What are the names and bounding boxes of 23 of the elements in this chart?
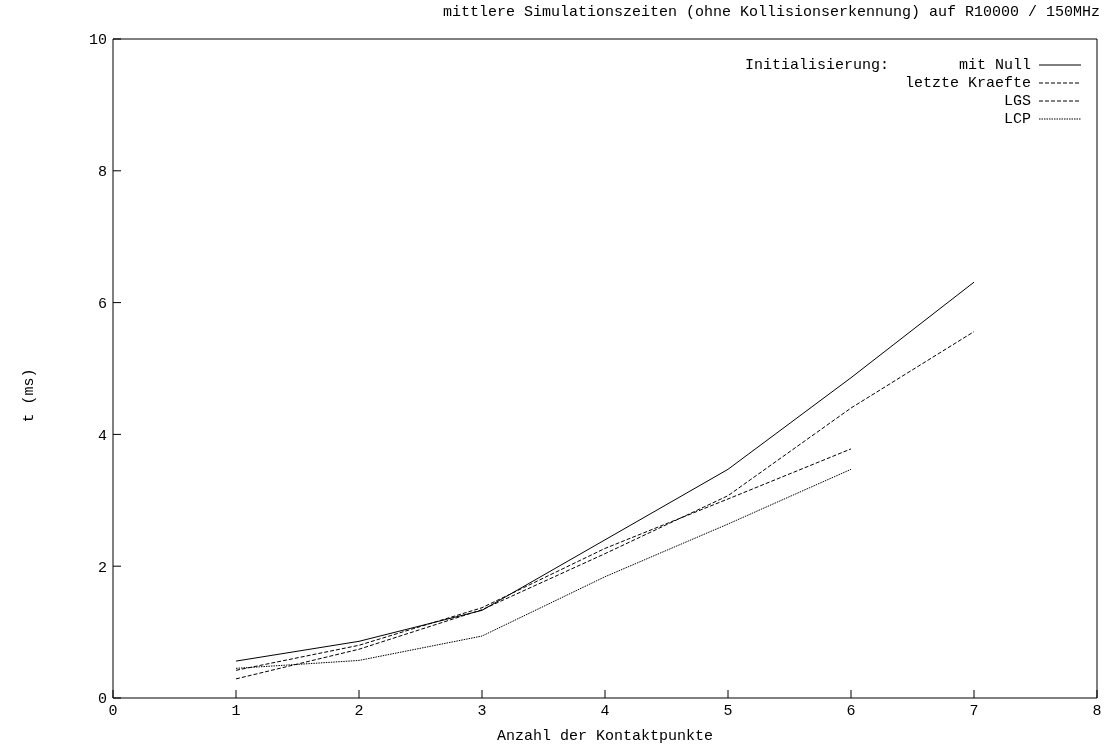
legend-title: Initialisierung: [744, 56, 889, 74]
y-tick-label: 6 [97, 295, 107, 313]
x-tick-label: 6 [846, 702, 856, 720]
chart-title: mittlere Simulationszeiten (ohne Kollisionserkennung) auf R10000 / 150MHz [442, 4, 1100, 21]
y-tick-label: 0 [97, 691, 107, 709]
y-tick-label: 10 [88, 32, 107, 50]
x-axis-title: Anzahl der Kontaktpunkte [496, 728, 714, 745]
legend-label: LCP [1003, 110, 1031, 128]
x-tick-label: 3 [477, 702, 487, 720]
y-axis-title: t (ms) [21, 368, 39, 423]
y-tick-label: 4 [97, 427, 107, 445]
x-tick-label: 7 [969, 702, 979, 720]
y-tick-label: 2 [97, 559, 107, 577]
legend-label: LGS [1003, 92, 1031, 110]
x-tick-label: 0 [108, 702, 118, 720]
legend-label: mit Null [958, 56, 1031, 74]
legend-label: letzte Kraefte [904, 74, 1031, 92]
x-tick-label: 8 [1092, 702, 1102, 720]
y-tick-label: 8 [97, 164, 107, 182]
x-tick-label: 1 [231, 702, 241, 720]
x-tick-label: 2 [354, 702, 364, 720]
x-tick-label: 4 [600, 702, 610, 720]
x-tick-label: 5 [723, 702, 733, 720]
